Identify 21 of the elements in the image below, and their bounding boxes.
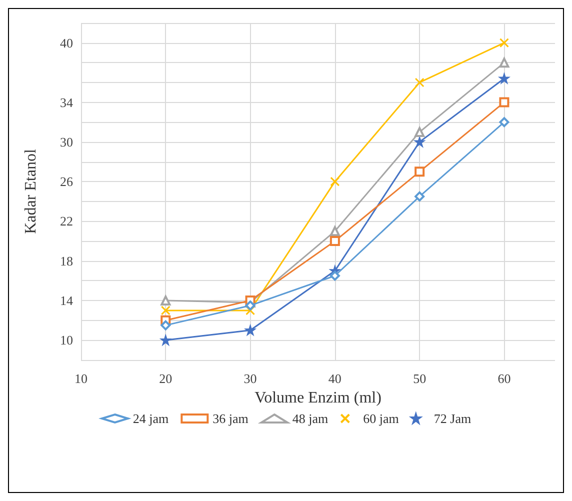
x-tick-label: 20 [159, 371, 172, 386]
x-tick-label: 50 [413, 371, 426, 386]
y-axis-title: Kadar Etanol [22, 148, 40, 234]
x-tick-label: 10 [74, 371, 88, 386]
y-tick-label: 26 [60, 174, 74, 190]
y-tick-label: 18 [60, 253, 73, 268]
y-tick-label: 34 [60, 94, 74, 110]
legend-label: 72 Jam [434, 411, 472, 426]
y-tick-label: 14 [60, 293, 74, 308]
y-tick-label: 40 [60, 35, 73, 50]
y-tick-label: 10 [60, 332, 73, 348]
x-tick-label: 40 [328, 371, 342, 386]
x-tick-label: 30 [244, 371, 257, 386]
legend-label: 36 jam [212, 411, 248, 426]
legend-label: 60 jam [363, 411, 399, 426]
x-tick-label: 60 [498, 371, 511, 386]
x-axis-title: Volume Enzim (ml) [254, 390, 382, 406]
legend-label: 24 jam [132, 411, 169, 426]
legend-label: 48 jam [292, 411, 328, 426]
y-tick-label: 22 [60, 214, 73, 229]
y-tick-label: 30 [60, 134, 73, 150]
